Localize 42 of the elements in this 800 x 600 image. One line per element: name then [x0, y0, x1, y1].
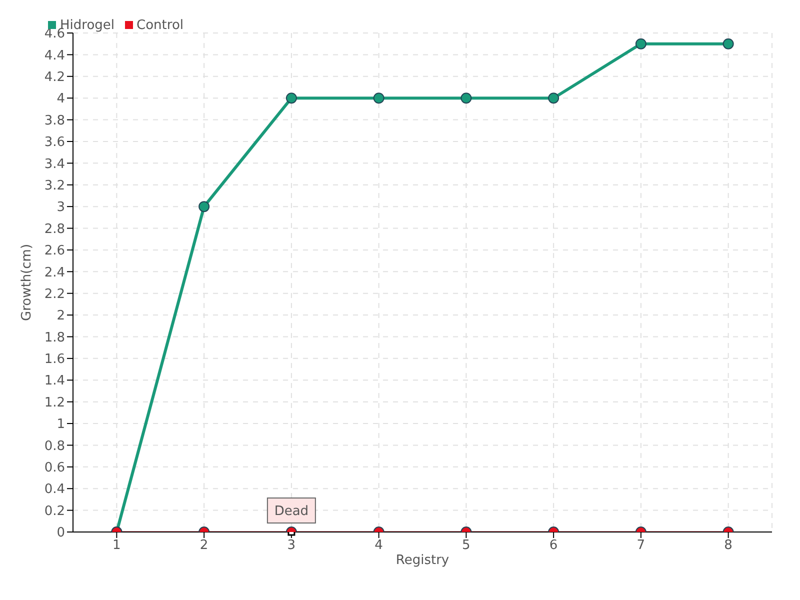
point	[635, 38, 646, 50]
x-tick-label: 7	[636, 538, 646, 554]
y-tick-label: 1.6	[44, 352, 65, 368]
y-tick-label: 0	[56, 526, 65, 541]
x-tick-label: 2	[200, 538, 208, 554]
x-tick-label: 5	[462, 538, 470, 554]
y-tick-label: 1.2	[44, 395, 65, 410]
y-tick-label: 1.4	[44, 374, 65, 389]
y-tick-label: 0.2	[44, 504, 65, 519]
x-tick-label: 1	[112, 538, 121, 554]
annotation: Dead	[274, 504, 309, 519]
y-tick-label: 2.6	[44, 244, 65, 259]
x-tick-label: 8	[724, 538, 732, 554]
y-tick-label: 2	[56, 308, 65, 324]
point	[373, 92, 384, 104]
y-tick-label: 2.4	[44, 265, 65, 280]
y-tick-label: 0.6	[44, 460, 65, 476]
x-tick-label: 6	[549, 538, 558, 554]
y-tick-label: 4.4	[44, 48, 65, 64]
x-tick-label: 4	[374, 538, 383, 554]
y-axis-title: Growth(cm)	[20, 244, 35, 322]
x-tick-label: 3	[287, 538, 296, 554]
y-tick-label: 2.8	[44, 222, 65, 237]
x-axis-title: Registry	[396, 553, 450, 568]
y-tick-label: 3.8	[44, 113, 65, 128]
y-tick-label: 1	[56, 417, 65, 432]
y-tick-label: 2.2	[44, 286, 65, 302]
legend-label: Control	[136, 18, 184, 33]
y-tick-label: 3.2	[44, 178, 65, 194]
y-tick-label: 0.8	[44, 438, 65, 454]
y-tick-label: 4.2	[44, 70, 65, 86]
y-tick-label: 1.8	[44, 330, 65, 346]
y-tick-label: 3.4	[44, 156, 65, 172]
point	[548, 92, 560, 104]
y-tick-label: 3.6	[44, 135, 65, 150]
y-tick-label: 4	[56, 92, 65, 107]
point	[460, 92, 472, 104]
point	[722, 38, 734, 50]
y-tick-label: 0.4	[44, 482, 65, 498]
y-tick-label: 3	[56, 200, 65, 216]
point	[286, 92, 297, 104]
point	[198, 201, 210, 212]
